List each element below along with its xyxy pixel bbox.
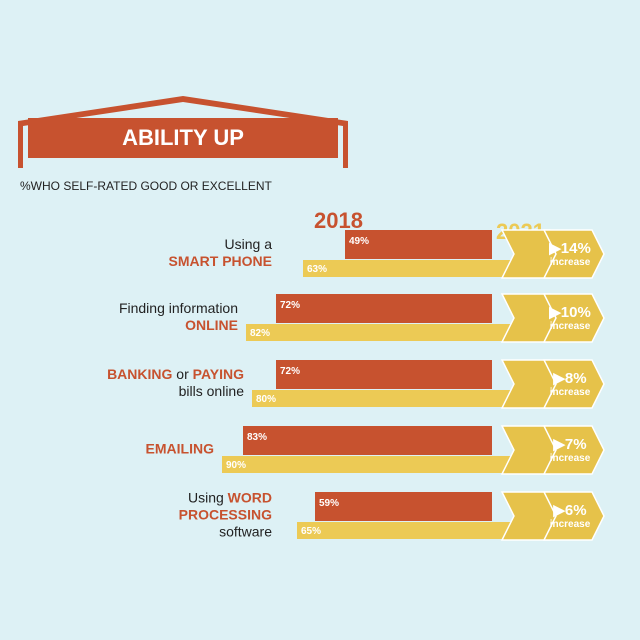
value-label-2021: 82% [250,328,270,339]
value-label-2018: 49% [349,236,369,247]
value-label-2021: 63% [307,264,327,275]
category-label: ONLINE [185,317,238,333]
category-label: SMART PHONE [169,253,272,269]
category-label: Finding information [119,300,238,316]
increase-value: ▶6% [552,502,586,519]
bar-2021 [303,260,532,277]
increase-value: ▶14% [548,240,591,257]
value-label-2021: 65% [301,526,321,537]
increase-label: increase [550,387,591,398]
arrow-chevron [542,425,605,475]
increase-label: increase [550,453,591,464]
bar-2021 [297,522,532,539]
arrow-chevron [542,491,605,541]
value-label-2018: 72% [280,366,300,377]
bar-2021 [246,324,532,341]
category-label: Using WORD [188,490,272,506]
bar-2021 [252,390,532,407]
banner-roof [18,96,348,168]
chart-row: 83% 90% ▶7%increase EMAILING [146,425,605,475]
value-label-2018: 72% [280,300,300,311]
bar-2018 [315,492,492,521]
value-label-2018: 83% [247,432,267,443]
chart-row: 72% 80% ▶8%increase BANKING or PAYINGbills … [107,359,605,409]
category-label: bills online [179,383,245,399]
bar-2018 [276,294,492,323]
arrow-chevron [542,293,605,343]
arrow-chevron [542,359,605,409]
category-label: Using a [225,236,273,252]
category-label: BANKING or PAYING [107,366,244,382]
arrow-chevron [542,229,605,279]
banner-box [28,118,338,158]
increase-value: ▶8% [552,370,586,387]
chart-subtitle: %WHO SELF-RATED GOOD OR EXCELLENT [20,179,272,193]
increase-label: increase [550,321,591,332]
increase-label: increase [550,257,591,268]
value-label-2021: 90% [226,460,246,471]
category-label: PROCESSING [179,507,272,523]
increase-value: ▶7% [552,436,586,453]
bar-2018 [276,360,492,389]
chart-row: 72% 82% ▶10%increase Finding informationONL… [119,293,605,343]
increase-value: ▶10% [548,304,591,321]
category-label: EMAILING [146,441,215,457]
title-banner: ABILITY UP [18,96,348,168]
bar-2021 [222,456,532,473]
legend-2018: 2018 [314,208,363,233]
category-label: software [219,524,272,540]
chart-title: ABILITY UP [122,125,244,150]
increase-label: increase [550,519,591,530]
value-label-2018: 59% [319,498,339,509]
bar-2018 [345,230,492,259]
chart-row: 59% 65% ▶6%increase Using WORDPROCESSINGsof… [179,490,605,541]
value-label-2021: 80% [256,394,276,405]
bar-2018 [243,426,492,455]
